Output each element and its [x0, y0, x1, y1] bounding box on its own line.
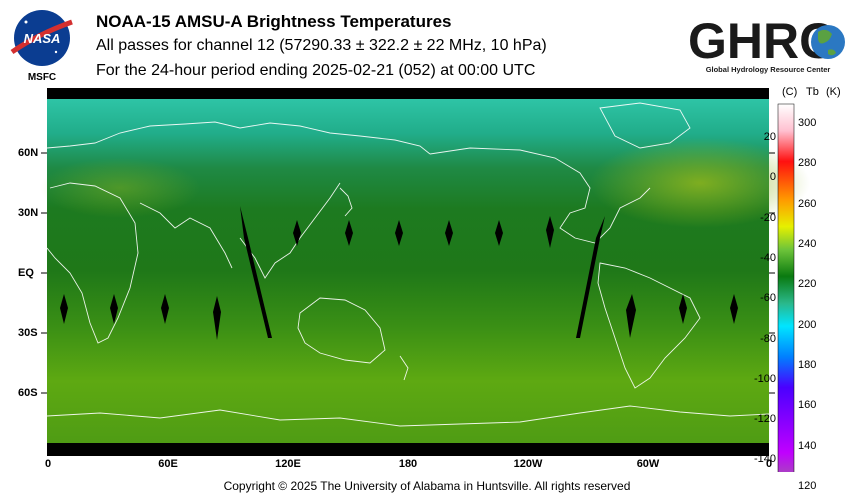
nasa-logo-swoosh	[10, 19, 73, 55]
copyright-footer: Copyright © 2025 The University of Alaba…	[223, 479, 631, 493]
colorbar-celsius-tick: -120	[753, 413, 776, 426]
colorbar-kelvin-tick: 220	[798, 278, 817, 291]
coastline-south-america	[597, 262, 701, 389]
swath-gap	[679, 294, 687, 324]
colorbar-kelvin-tick: 200	[798, 318, 817, 331]
coastline-africa	[46, 182, 139, 344]
colorbar-kelvin-tick: 180	[798, 359, 817, 372]
coastline-north-america	[429, 147, 651, 244]
nasa-logo-star	[24, 20, 28, 24]
colorbar-kelvin-tick: 160	[798, 399, 817, 412]
nasa-logo-text: NASA	[24, 31, 61, 46]
colorbar-kelvin-tick: 140	[798, 439, 817, 452]
swath-gap	[395, 220, 403, 246]
lon-label-60e: 60E	[158, 458, 178, 470]
swath-gap	[60, 294, 68, 324]
swath-gap	[240, 206, 272, 338]
ghrc-logo-text: GHRC	[688, 13, 835, 69]
swath-gap	[495, 220, 503, 246]
colorbar-celsius-tick: -60	[760, 292, 776, 305]
channel-subtitle: All passes for channel 12 (57290.33 ± 32…	[96, 37, 547, 54]
colorbar-celsius-tick: -100	[753, 372, 776, 385]
colorbar-celsius-tick: 0	[769, 171, 776, 184]
colorbar-kelvin-tick: 120	[798, 480, 817, 492]
swath-gap	[576, 216, 605, 338]
colorbar-celsius-tick: 20	[763, 130, 776, 143]
coastline-japan	[339, 187, 353, 217]
coastline-greenland	[599, 102, 691, 149]
colorbar-celsius-tick: -140	[753, 453, 776, 466]
colorbar-tb-header: Tb	[806, 86, 819, 98]
lon-label-60w: 60W	[636, 458, 660, 470]
swath-gap	[730, 294, 738, 324]
lon-label-120w: 120W	[513, 458, 543, 470]
ghrc-caption: Global Hydrology Resource Center	[706, 65, 831, 74]
swath-gap	[445, 220, 453, 246]
period-subtitle: For the 24-hour period ending 2025-02-21…	[96, 62, 536, 79]
warm-patch	[590, 138, 810, 228]
swath-gap	[213, 296, 221, 340]
swath-gap	[293, 220, 301, 246]
colorbar-kelvin-header: (K)	[826, 86, 841, 98]
swath-gap	[161, 294, 169, 324]
coastlines	[46, 102, 770, 427]
lat-label-60n: 60N	[18, 147, 39, 159]
lat-label-30n: 30N	[18, 207, 39, 219]
coastline-europe-asia	[46, 121, 431, 155]
page-title: NOAA-15 AMSU-A Brightness Temperatures	[96, 12, 452, 31]
coastline-arabia-india	[139, 202, 233, 269]
colorbar-celsius-tick: -80	[760, 332, 776, 345]
warm-patch	[40, 158, 200, 218]
lon-label-120e: 120E	[275, 458, 301, 470]
lat-label-60s: 60S	[18, 387, 38, 399]
colorbar	[777, 103, 795, 472]
swath-gap	[626, 294, 636, 338]
colorbar-celsius-tick: -20	[760, 211, 776, 224]
colorbar-celsius-tick: -40	[760, 251, 776, 264]
lon-label-180: 180	[398, 458, 418, 470]
msfc-caption: MSFC	[28, 72, 56, 83]
nasa-logo-star	[54, 50, 58, 54]
lat-label-30s: 30S	[18, 327, 38, 339]
colorbar-kelvin-tick: 240	[798, 238, 817, 251]
swath-gap	[110, 294, 118, 324]
nasa-msfc-logo: NASA MSFC	[10, 10, 73, 83]
missing-data-gaps	[60, 206, 738, 340]
coastline-se-asia	[239, 182, 341, 279]
colorbar-kelvin-tick: 300	[798, 117, 817, 130]
coastline-australia	[297, 297, 386, 364]
coastline-antarctica	[46, 405, 770, 427]
swath-gap	[546, 216, 554, 248]
ghrc-logo: GHRC Global Hydrology Resource Center	[688, 13, 845, 74]
colorbar-kelvin-tick: 280	[798, 157, 817, 170]
lon-label-0-right: 0	[765, 458, 773, 470]
lon-label-0: 0	[44, 458, 52, 470]
coastline-new-zealand	[399, 355, 409, 381]
lat-ticks	[41, 152, 775, 394]
lat-label-eq: EQ	[18, 267, 34, 279]
swath-gap	[345, 220, 353, 246]
brightness-temperature-map	[40, 88, 810, 472]
globe-land-shape	[818, 29, 836, 56]
colorbar-celsius-header: (C)	[782, 86, 798, 98]
colorbar-kelvin-tick: 260	[798, 197, 817, 210]
